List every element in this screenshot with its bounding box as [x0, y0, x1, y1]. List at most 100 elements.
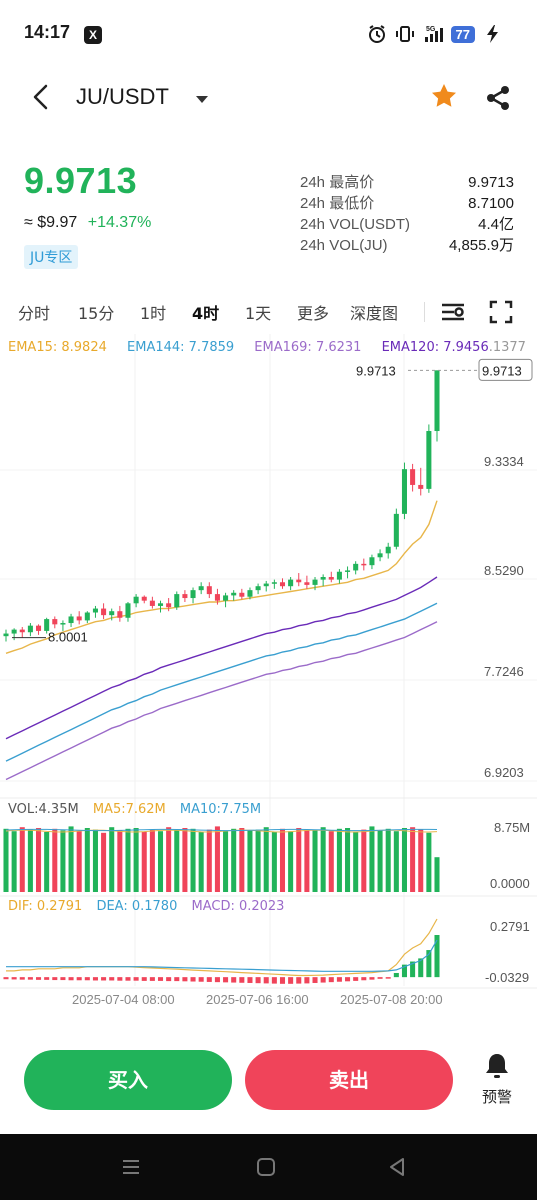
macd-bar: [84, 977, 90, 981]
tab-1h[interactable]: 1时: [140, 304, 167, 323]
volume-ma5-line: [5, 829, 438, 833]
macd-bar: [182, 977, 188, 982]
volume-bar: [410, 827, 416, 892]
ma5-label: MA5:7.62M: [92, 802, 166, 817]
candle-body: [214, 594, 220, 601]
tab-depth[interactable]: 深度图: [350, 304, 399, 323]
macd-bar: [68, 977, 74, 981]
volume-bar: [166, 827, 172, 892]
candle-body: [76, 616, 82, 621]
volume-bar: [11, 831, 17, 892]
macd-bar: [361, 977, 367, 981]
candle-body: [353, 563, 359, 571]
stat-value: 9.9713: [468, 174, 514, 191]
volume-bar: [312, 830, 318, 892]
volume-bar: [174, 830, 180, 892]
stat-label: 24h VOL(USDT): [300, 216, 411, 233]
candle-body: [255, 586, 261, 591]
stat-row: 24h 最高价 9.9713: [300, 172, 514, 193]
volume-bar: [434, 857, 440, 892]
volume-bar: [182, 828, 188, 892]
share-icon[interactable]: [484, 84, 512, 112]
candle-body: [166, 603, 172, 608]
favorite-star-icon[interactable]: [430, 82, 458, 110]
macd-bar: [345, 977, 351, 982]
chart-canvas[interactable]: 9.3334 8.5290 7.7246 6.9203 9.9713 9.9713 8.00…: [0, 334, 537, 1022]
price-alert-button[interactable]: 预警: [472, 1052, 522, 1107]
pair-selector[interactable]: JU/USDT: [76, 84, 169, 109]
macd-bar: [101, 977, 107, 981]
candle-body: [3, 633, 9, 637]
volume-bar: [401, 828, 407, 892]
macd-bar: [239, 977, 245, 983]
macd-bar: [223, 977, 229, 983]
ema169-label: EMA169: 7.6231: [254, 340, 362, 355]
candle-body: [92, 608, 98, 613]
volume-bar: [361, 829, 367, 892]
stats-24h: 24h 最高价 9.9713 24h 最低价 8.7100 24h VOL(USDT…: [300, 172, 514, 256]
macd-bar: [336, 977, 342, 982]
buy-button[interactable]: 买入: [24, 1050, 232, 1110]
volume-bar: [345, 828, 351, 892]
macd-bar: [353, 977, 359, 981]
candle-body: [68, 616, 74, 624]
candle-body: [271, 582, 277, 584]
ema120-label: EMA120: 7.9456: [381, 340, 489, 355]
fullscreen-icon[interactable]: [489, 300, 513, 324]
stat-value: 4,855.9万: [448, 237, 514, 254]
tab-15m[interactable]: 15分: [78, 304, 115, 323]
macd-bar: [369, 977, 375, 980]
home-icon[interactable]: [255, 1156, 277, 1178]
stat-label: 24h VOL(JU): [300, 237, 388, 254]
macd-bar: [166, 977, 172, 982]
candle-body: [109, 611, 115, 616]
macd-bar: [149, 977, 155, 981]
indicator-settings-icon[interactable]: [440, 300, 466, 324]
dif-label: DIF: 0.2791: [8, 899, 83, 914]
high-marker-label: 9.9713: [356, 363, 396, 378]
sell-button[interactable]: 卖出: [245, 1050, 453, 1110]
recent-apps-icon[interactable]: [120, 1156, 142, 1178]
volume-bar: [288, 831, 294, 892]
candle-body: [206, 586, 212, 595]
macd-bar: [385, 977, 391, 979]
macd-bar: [255, 977, 261, 984]
tab-4h[interactable]: 4时: [192, 304, 220, 323]
volume-bar: [320, 827, 326, 892]
tab-1d[interactable]: 1天: [245, 304, 272, 323]
dea-line: [6, 939, 438, 972]
macd-bar: [109, 977, 115, 981]
macd-bar: [393, 972, 399, 978]
macd-axis-label: 0.2791: [490, 919, 530, 934]
ma10-label: MA10:7.75M: [179, 802, 262, 817]
ema-extra-label: .1377: [488, 340, 526, 355]
zone-tag[interactable]: JU专区: [24, 245, 79, 269]
pair-dropdown-icon[interactable]: [196, 96, 208, 103]
macd-bar: [418, 958, 424, 978]
kline-chart[interactable]: 9.3334 8.5290 7.7246 6.9203 9.9713 9.9713 8.00…: [0, 334, 537, 1022]
macd-bar: [279, 977, 286, 984]
candle-body: [174, 594, 180, 608]
back-nav-icon[interactable]: [386, 1156, 408, 1178]
macd-bar: [206, 977, 212, 982]
back-arrow-icon[interactable]: [26, 82, 56, 112]
volume-bar: [68, 826, 74, 892]
volume-bar: [271, 832, 277, 892]
macd-legend: DIF: 0.2791 DEA: 0.1780 MACD: 0.2023: [8, 899, 294, 914]
charging-icon: [487, 25, 498, 43]
price-axis-label: 8.5290: [484, 563, 524, 578]
tab-time-share[interactable]: 分时: [18, 304, 51, 323]
stat-row: 24h VOL(USDT) 4.4亿: [300, 214, 514, 235]
candle-body: [401, 469, 407, 514]
macd-bar: [92, 977, 98, 981]
macd-bar: [157, 977, 164, 981]
price-axis-label: 7.7246: [484, 664, 524, 679]
candle-body: [84, 612, 90, 621]
candle-body: [157, 603, 164, 606]
macd-label: MACD: 0.2023: [191, 899, 285, 914]
tab-more[interactable]: 更多: [297, 304, 330, 323]
candle-body: [377, 553, 383, 558]
volume-bar: [353, 832, 359, 892]
volume-bar: [296, 828, 302, 892]
